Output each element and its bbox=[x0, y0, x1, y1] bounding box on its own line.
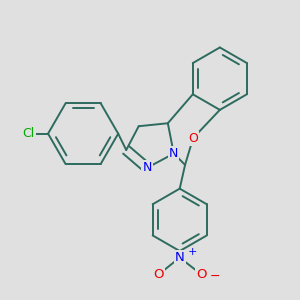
Text: O: O bbox=[196, 268, 206, 281]
Text: N: N bbox=[142, 161, 152, 174]
Text: N: N bbox=[169, 147, 178, 160]
Text: O: O bbox=[154, 268, 164, 281]
Text: O: O bbox=[188, 132, 198, 145]
Text: −: − bbox=[210, 270, 220, 283]
Text: +: + bbox=[188, 247, 197, 257]
Text: N: N bbox=[175, 251, 184, 264]
Text: Cl: Cl bbox=[22, 127, 35, 140]
